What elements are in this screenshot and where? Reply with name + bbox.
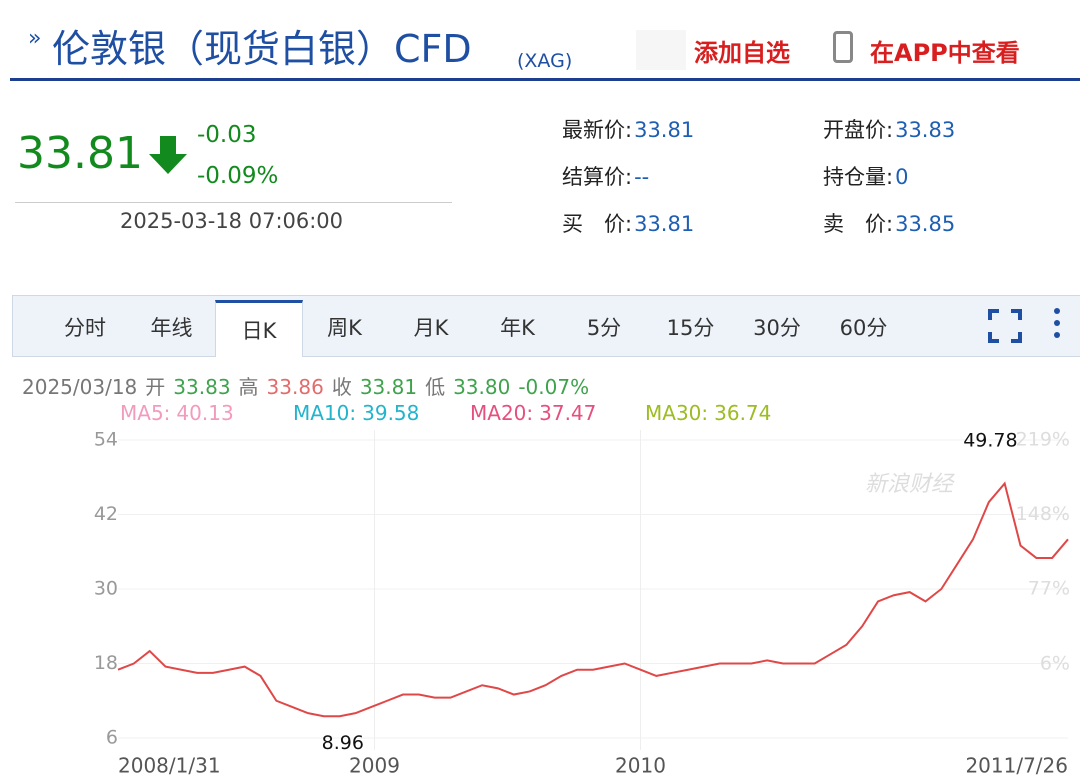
y2-tick-label: 219%: [1016, 429, 1070, 451]
kline-label: 收: [331, 375, 352, 399]
kline-label: 低: [425, 375, 446, 399]
tab[interactable]: 日K: [215, 300, 303, 357]
tab[interactable]: 年K: [500, 316, 535, 340]
y-tick-label: 54: [94, 429, 118, 451]
field-label: 卖 价:: [823, 212, 894, 236]
tab[interactable]: 30分: [753, 316, 801, 340]
fullscreen-icon[interactable]: [988, 309, 1022, 343]
field-value: 33.85: [895, 212, 956, 236]
ma-legend: MA5: 40.13: [120, 401, 234, 425]
page-title: 伦敦银（现货白银）CFD: [52, 27, 472, 71]
extreme-label: 49.78: [963, 430, 1017, 452]
ma-legend: MA20: 37.47: [470, 401, 596, 425]
kline-pct: -0.07%: [518, 375, 590, 399]
open-app[interactable]: 在APP中查看: [870, 39, 1020, 67]
bullet-icon: »: [28, 26, 42, 51]
field-value: --: [634, 165, 650, 189]
extreme-label: 8.96: [322, 732, 364, 754]
ma-value: 36.74: [714, 401, 771, 425]
header-rule: [10, 78, 1080, 81]
kline-value: 33.80: [453, 375, 511, 399]
kline-label: 高: [238, 375, 259, 399]
y-tick-label: 18: [94, 652, 118, 674]
field-value: 33.83: [895, 118, 956, 142]
quote-field: 结算价:--: [562, 161, 657, 191]
y2-tick-label: 77%: [1028, 578, 1070, 600]
ma-name: MA20:: [470, 401, 533, 425]
change-pct: -0.09%: [197, 163, 279, 189]
change: -0.03: [197, 122, 257, 148]
field-value: 33.81: [634, 212, 695, 236]
watermark: 新浪财经: [865, 472, 955, 497]
field-label: 最新价:: [562, 118, 633, 142]
phone-icon: [833, 31, 853, 63]
kline-date: 2025/03/18: [22, 375, 138, 399]
x-tick-label: 2010: [615, 754, 666, 778]
y-tick-label: 42: [94, 503, 118, 525]
field-label: 买 价:: [562, 212, 633, 236]
field-value: 0: [895, 165, 909, 189]
quote-field: 卖 价:33.85: [823, 208, 963, 238]
price: 33.81: [17, 128, 143, 179]
field-value: 33.81: [634, 118, 695, 142]
down-arrow: [149, 136, 187, 174]
y-tick-label: 6: [106, 727, 118, 749]
tab[interactable]: 年线: [150, 316, 193, 340]
field-label: 持仓量:: [823, 165, 894, 189]
kline-label: 开: [145, 375, 166, 399]
x-tick-label: 2008/1/31: [118, 754, 221, 778]
ma-value: 40.13: [176, 401, 233, 425]
ma-legend: MA10: 39.58: [293, 401, 419, 425]
x-tick-label: 2011/7/26: [965, 754, 1068, 778]
code: (XAG): [517, 50, 573, 72]
y-tick-label: 30: [94, 578, 118, 600]
kline-value: 33.86: [266, 375, 324, 399]
ma-name: MA10:: [293, 401, 356, 425]
kline-value: 33.81: [359, 375, 418, 399]
quote-field: 最新价:33.81: [562, 114, 702, 144]
y2-tick-label: 148%: [1016, 503, 1070, 525]
quote-field: 开盘价:33.83: [823, 114, 963, 144]
ma-value: 37.47: [539, 401, 596, 425]
spacer: [636, 30, 686, 70]
tab[interactable]: 分时: [64, 316, 106, 340]
divider: [15, 202, 452, 203]
tab[interactable]: 月K: [413, 316, 449, 340]
tab-bar: [12, 295, 1080, 357]
add-watchlist[interactable]: 添加自选: [694, 39, 790, 67]
ma-legend: MA30: 36.74: [645, 401, 771, 425]
tab[interactable]: 60分: [839, 316, 888, 340]
ma-name: MA5:: [120, 401, 170, 425]
tab[interactable]: 周K: [327, 316, 362, 340]
kline-value: 33.83: [173, 375, 231, 399]
quote-field: 买 价:33.81: [562, 208, 702, 238]
more-icon[interactable]: [1050, 306, 1064, 342]
price-line: [117, 481, 1069, 718]
kline-info: 2025/03/18 开 33.83 高 33.86 收 33.81 低 33.80 -0.07%: [22, 371, 597, 400]
quote-field: 持仓量:0: [823, 161, 916, 191]
field-label: 开盘价:: [823, 118, 894, 142]
field-label: 结算价:: [562, 165, 633, 189]
y2-tick-label: 6%: [1040, 652, 1070, 674]
tab[interactable]: 15分: [666, 316, 715, 340]
ma-value: 39.58: [362, 401, 419, 425]
tab[interactable]: 5分: [586, 316, 622, 340]
ma-name: MA30:: [645, 401, 708, 425]
x-tick-label: 2009: [349, 754, 400, 778]
quote-time: 2025-03-18 07:06:00: [120, 209, 344, 233]
